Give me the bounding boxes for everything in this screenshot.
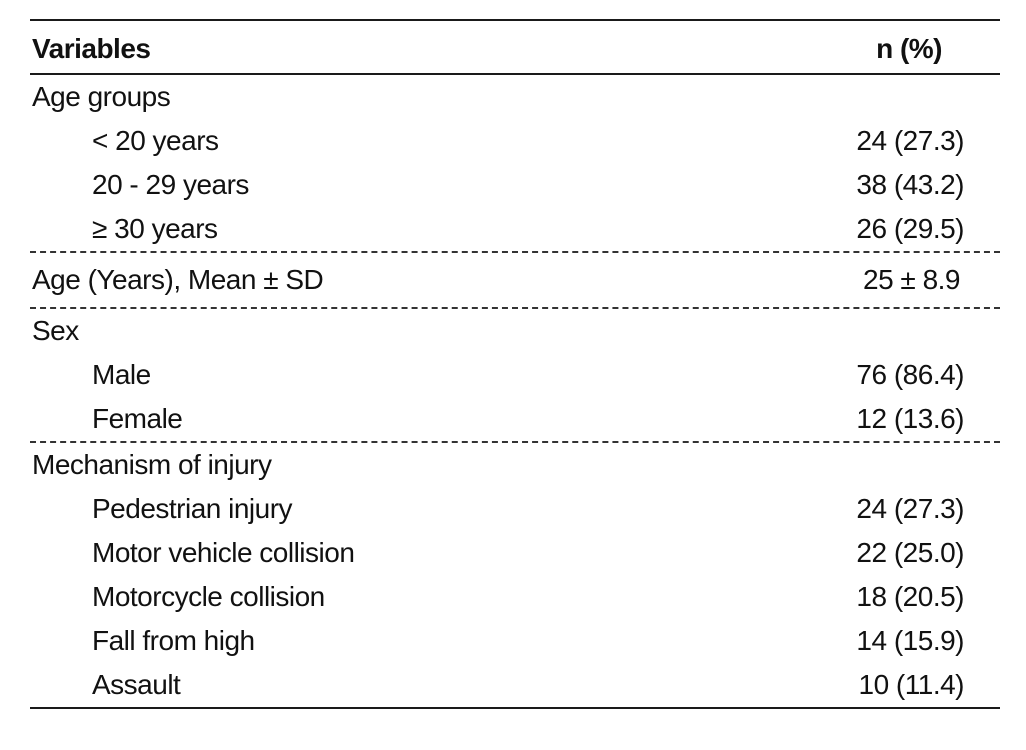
table-row: Female 12 (13.6) xyxy=(30,397,1000,441)
table-row: ≥ 30 years 26 (29.5) xyxy=(30,207,1000,251)
row-label-age-mean: Age (Years), Mean ± SD xyxy=(32,264,324,295)
row-label: Motorcycle collision xyxy=(92,581,325,612)
section-divider xyxy=(30,441,1000,443)
row-value: 38 (43.2) xyxy=(856,169,964,200)
table-bottom-rule xyxy=(30,707,1000,709)
row-label: Motor vehicle collision xyxy=(92,537,355,568)
row-label: Male xyxy=(92,359,151,390)
row-label: Pedestrian injury xyxy=(92,493,293,524)
table-row: 20 - 29 years 38 (43.2) xyxy=(30,163,1000,207)
section-title-sex: Sex xyxy=(32,315,79,346)
row-label: Assault xyxy=(92,669,181,700)
section-title-mechanism: Mechanism of injury xyxy=(32,449,272,480)
section-title-row: Mechanism of injury xyxy=(30,443,1000,487)
row-value: 14 (15.9) xyxy=(856,625,964,656)
table-header-rule xyxy=(30,73,1000,75)
table-row: Pedestrian injury 24 (27.3) xyxy=(30,487,1000,531)
row-value: 76 (86.4) xyxy=(856,359,964,390)
header-n-percent: n (%) xyxy=(876,33,942,64)
table-header-row: Variables n (%) xyxy=(30,21,1000,73)
row-value-age-mean: 25 ± 8.9 xyxy=(863,264,961,295)
table-row: Fall from high 14 (15.9) xyxy=(30,619,1000,663)
section-divider xyxy=(30,307,1000,309)
table-row: Motorcycle collision 18 (20.5) xyxy=(30,575,1000,619)
table-row: Male 76 (86.4) xyxy=(30,353,1000,397)
section-divider xyxy=(30,251,1000,253)
row-value: 24 (27.3) xyxy=(856,493,964,524)
row-label: Fall from high xyxy=(92,625,255,656)
row-value: 24 (27.3) xyxy=(856,125,964,156)
row-label: 20 - 29 years xyxy=(92,169,249,200)
demographics-table: Variables n (%) Age groups < 20 years 24… xyxy=(30,19,1000,709)
row-label: ≥ 30 years xyxy=(92,213,218,244)
row-value: 12 (13.6) xyxy=(856,403,964,434)
header-variables: Variables xyxy=(32,33,151,64)
table-row: < 20 years 24 (27.3) xyxy=(30,119,1000,163)
table-row: Assault 10 (11.4) xyxy=(30,663,1000,707)
row-value: 26 (29.5) xyxy=(856,213,964,244)
row-label: < 20 years xyxy=(92,125,219,156)
row-value: 22 (25.0) xyxy=(856,537,964,568)
row-value: 10 (11.4) xyxy=(858,669,965,700)
row-value: 18 (20.5) xyxy=(856,581,964,612)
section-title-row: Age groups xyxy=(30,75,1000,119)
section-title-row: Sex xyxy=(30,309,1000,353)
section-title-age-groups: Age groups xyxy=(32,81,171,112)
table-top-rule xyxy=(30,19,1000,21)
table-row: Age (Years), Mean ± SD 25 ± 8.9 xyxy=(30,253,1000,307)
table-row: Motor vehicle collision 22 (25.0) xyxy=(30,531,1000,575)
row-label: Female xyxy=(92,403,183,434)
